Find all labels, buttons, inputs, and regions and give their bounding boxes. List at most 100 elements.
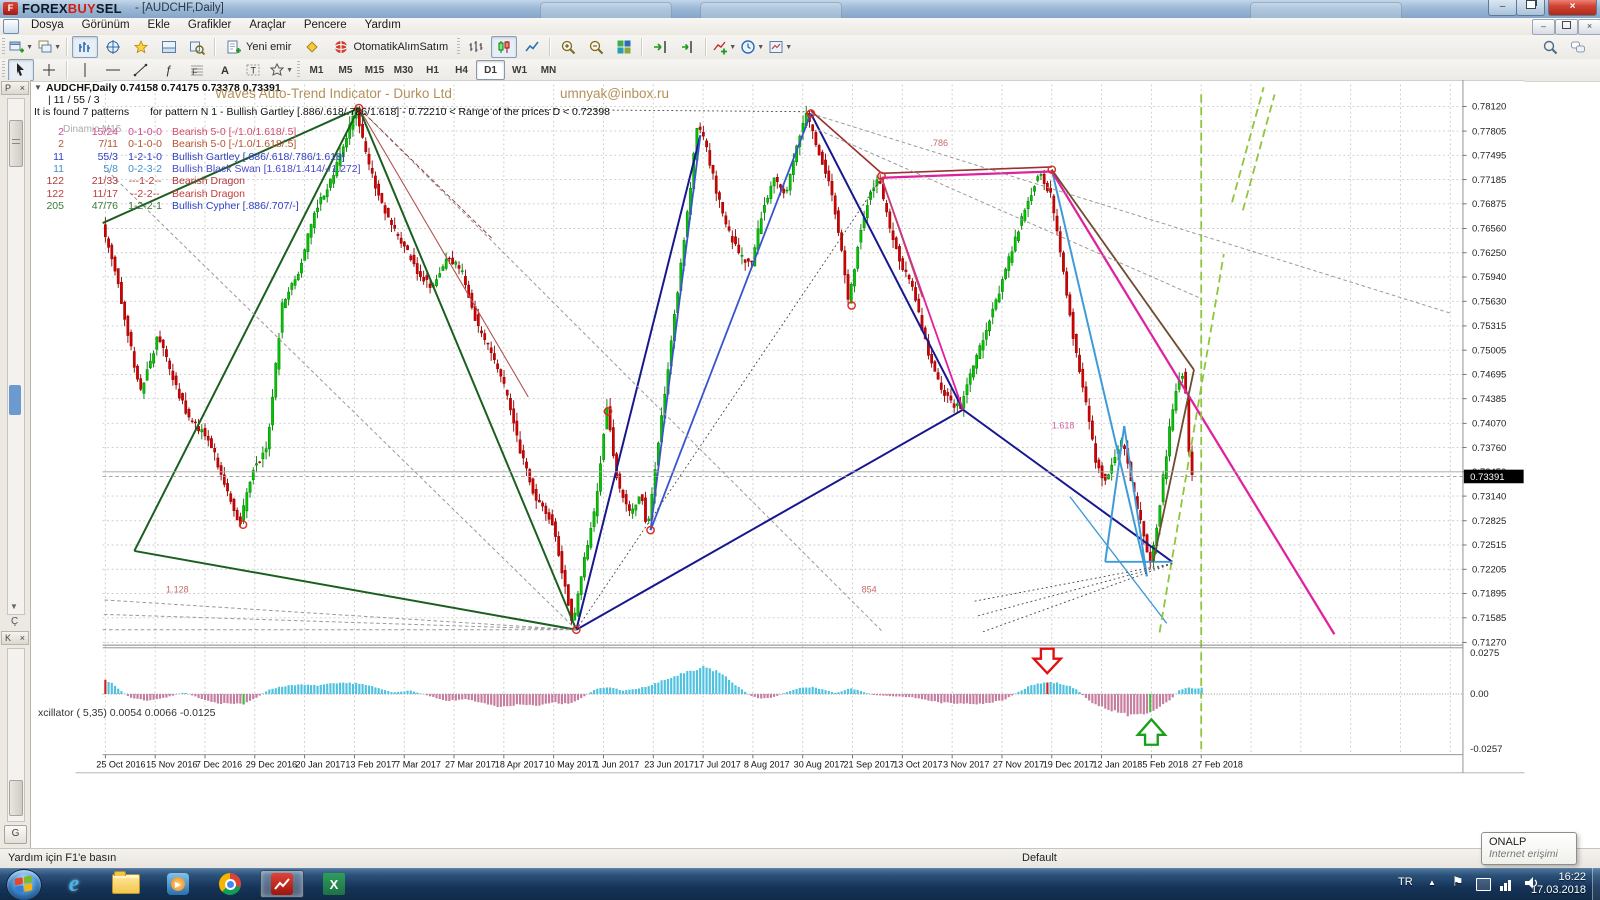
timeframe-h4[interactable]: H4 [455,64,468,76]
tray-expand-icon[interactable]: ▲ [1428,878,1436,887]
drawing-toolbar: ƒ F A T ▼ M1 M5 M15 M30 H1 H4 D1 W1 MN [0,59,1600,82]
data-window-button[interactable] [100,36,126,58]
svg-text:.786: .786 [930,138,948,148]
fibonacci-tool-button[interactable]: F [184,59,210,81]
autotrade-button[interactable]: OtomatikAlımSatım [327,36,454,58]
volume-icon[interactable] [1524,876,1540,895]
menu-grnm[interactable]: Görünüm [81,19,130,31]
timeframe-mn[interactable]: MN [540,64,557,76]
dock-panel-k-header[interactable]: K × [1,631,29,645]
menu-dosya[interactable]: Dosya [31,19,64,31]
minimize-button[interactable]: – [1488,0,1517,16]
metaeditor-button-icon [306,41,319,53]
label-tool-button[interactable]: T [240,59,266,81]
new-order-button[interactable]: Yeni emir [220,36,297,58]
strategy-tester-button-icon [190,41,205,55]
chart-collapse-icon[interactable]: ▼ [34,83,42,92]
market-watch-button[interactable] [72,36,98,58]
dock-panel-k-close-icon[interactable]: × [19,633,25,643]
trendline-tool-button[interactable] [128,59,154,81]
pattern-code: 0-2-3-2 [128,162,162,175]
menu-grafikler[interactable]: Grafikler [187,19,232,31]
taskbar-ie-button[interactable]: e [52,870,96,898]
line-chart-button[interactable] [519,36,545,58]
dock-panel-p-header[interactable]: P × [1,81,29,95]
chart-window-icon[interactable] [3,19,19,34]
vertical-line-tool-button[interactable] [72,59,98,81]
taskbar-explorer-button[interactable] [104,870,148,898]
start-button[interactable] [6,869,42,900]
templates-button[interactable]: ▼ [767,36,793,58]
bar-chart-button[interactable] [463,36,489,58]
show-desktop-button[interactable] [1592,868,1600,900]
svg-text:0.72825: 0.72825 [1472,516,1506,527]
shapes-tool-button[interactable]: ▼ [268,59,294,81]
pattern-count: 11 [53,150,64,163]
price-axis: 0.78120 0.77805 0.77495 0.77185 0.76875 0.765… [1462,80,1524,773]
community-chat-button[interactable] [1565,36,1591,58]
dock-scrollbar-track[interactable] [7,98,25,615]
g-button[interactable]: G [4,825,27,844]
dock-scrollbar-track[interactable] [7,648,25,822]
taskbar-excel-button[interactable]: X [312,870,356,898]
candlestick-chart-button[interactable] [491,36,518,58]
menu-yardm[interactable]: Yardım [364,19,401,31]
chart-symbol-ohlc: AUDCHF,Daily 0.74158 0.74175 0.73378 0.7… [46,82,281,94]
timeframe-h1[interactable]: H1 [426,64,439,76]
cursor-tool-button[interactable] [8,59,34,81]
timeframe-w1[interactable]: W1 [512,64,527,76]
timeframe-m30[interactable]: M30 [393,64,414,76]
metaeditor-button[interactable] [299,36,325,58]
taskbar-wmp-button[interactable]: ▶ [156,870,200,898]
crosshair-tool-button[interactable] [36,59,62,81]
dock-scrollbar-thumb[interactable] [9,120,23,167]
pattern-ratio: 15/24 [91,126,118,138]
pattern-code: 0-1-0-0 [128,138,162,151]
new-chart-button[interactable]: ▼ [8,36,34,58]
dock-scrollbar-thumb[interactable] [9,780,23,816]
mdi-minimize-button[interactable]: – [1532,19,1555,35]
zoom-in-button[interactable] [555,36,581,58]
status-profile[interactable]: Default [1022,852,1057,864]
search-button-icon [1543,40,1558,55]
pattern-ratio: 7/11 [98,138,118,151]
channel-tool-button[interactable]: ƒ [156,59,182,81]
taskbar-chrome-button[interactable] [208,870,252,898]
taskbar-clock[interactable]: 16:22 17.03.2018 [1531,871,1586,897]
mdi-close-button[interactable]: × [1578,19,1600,35]
action-center-icon[interactable] [1476,878,1491,896]
terminal-button[interactable] [156,36,182,58]
indicators-button[interactable]: ▼ [711,36,737,58]
chart-canvas[interactable]: .7868541.1281.6180.781200.778050.774950.… [0,80,1600,848]
network-tooltip: ONALP Internet erişimi [1481,832,1577,865]
strategy-tester-button[interactable] [184,36,210,58]
network-icon[interactable] [1500,878,1511,896]
navigator-button[interactable] [128,36,154,58]
mdi-restore-button[interactable] [1555,19,1578,35]
menu-ekle[interactable]: Ekle [147,19,170,31]
text-tool-button[interactable]: A [212,59,238,81]
profiles-button[interactable]: ▼ [36,36,62,58]
scroll-down-icon[interactable]: ▼ [10,602,18,611]
periods-button[interactable]: ▼ [739,36,765,58]
dock-panel-p-close-icon[interactable]: × [19,83,25,93]
timeframe-m15[interactable]: M15 [364,64,385,76]
search-button[interactable] [1537,36,1563,58]
autotrade-button-icon [334,41,349,53]
keyboard-language[interactable]: TR [1398,876,1413,888]
menu-pencere[interactable]: Pencere [303,19,347,31]
zoom-out-button[interactable] [583,36,609,58]
menu-aralar[interactable]: Araçlar [249,19,286,31]
timeframe-d1[interactable]: D1 [476,60,505,80]
chart-shift-button[interactable] [675,36,701,58]
timeframe-m1[interactable]: M1 [309,64,324,76]
taskbar-forexbuysel-button[interactable] [260,870,304,898]
auto-scroll-button[interactable] [647,36,673,58]
tray-flag-icon[interactable]: ⚑ [1452,874,1464,889]
svg-text:1 Jun 2017: 1 Jun 2017 [594,759,639,769]
close-button[interactable]: × [1548,0,1597,16]
timeframe-m5[interactable]: M5 [338,64,353,76]
horizontal-line-tool-button[interactable] [100,59,126,81]
tile-windows-button[interactable] [611,36,637,58]
restore-button[interactable] [1516,0,1545,16]
